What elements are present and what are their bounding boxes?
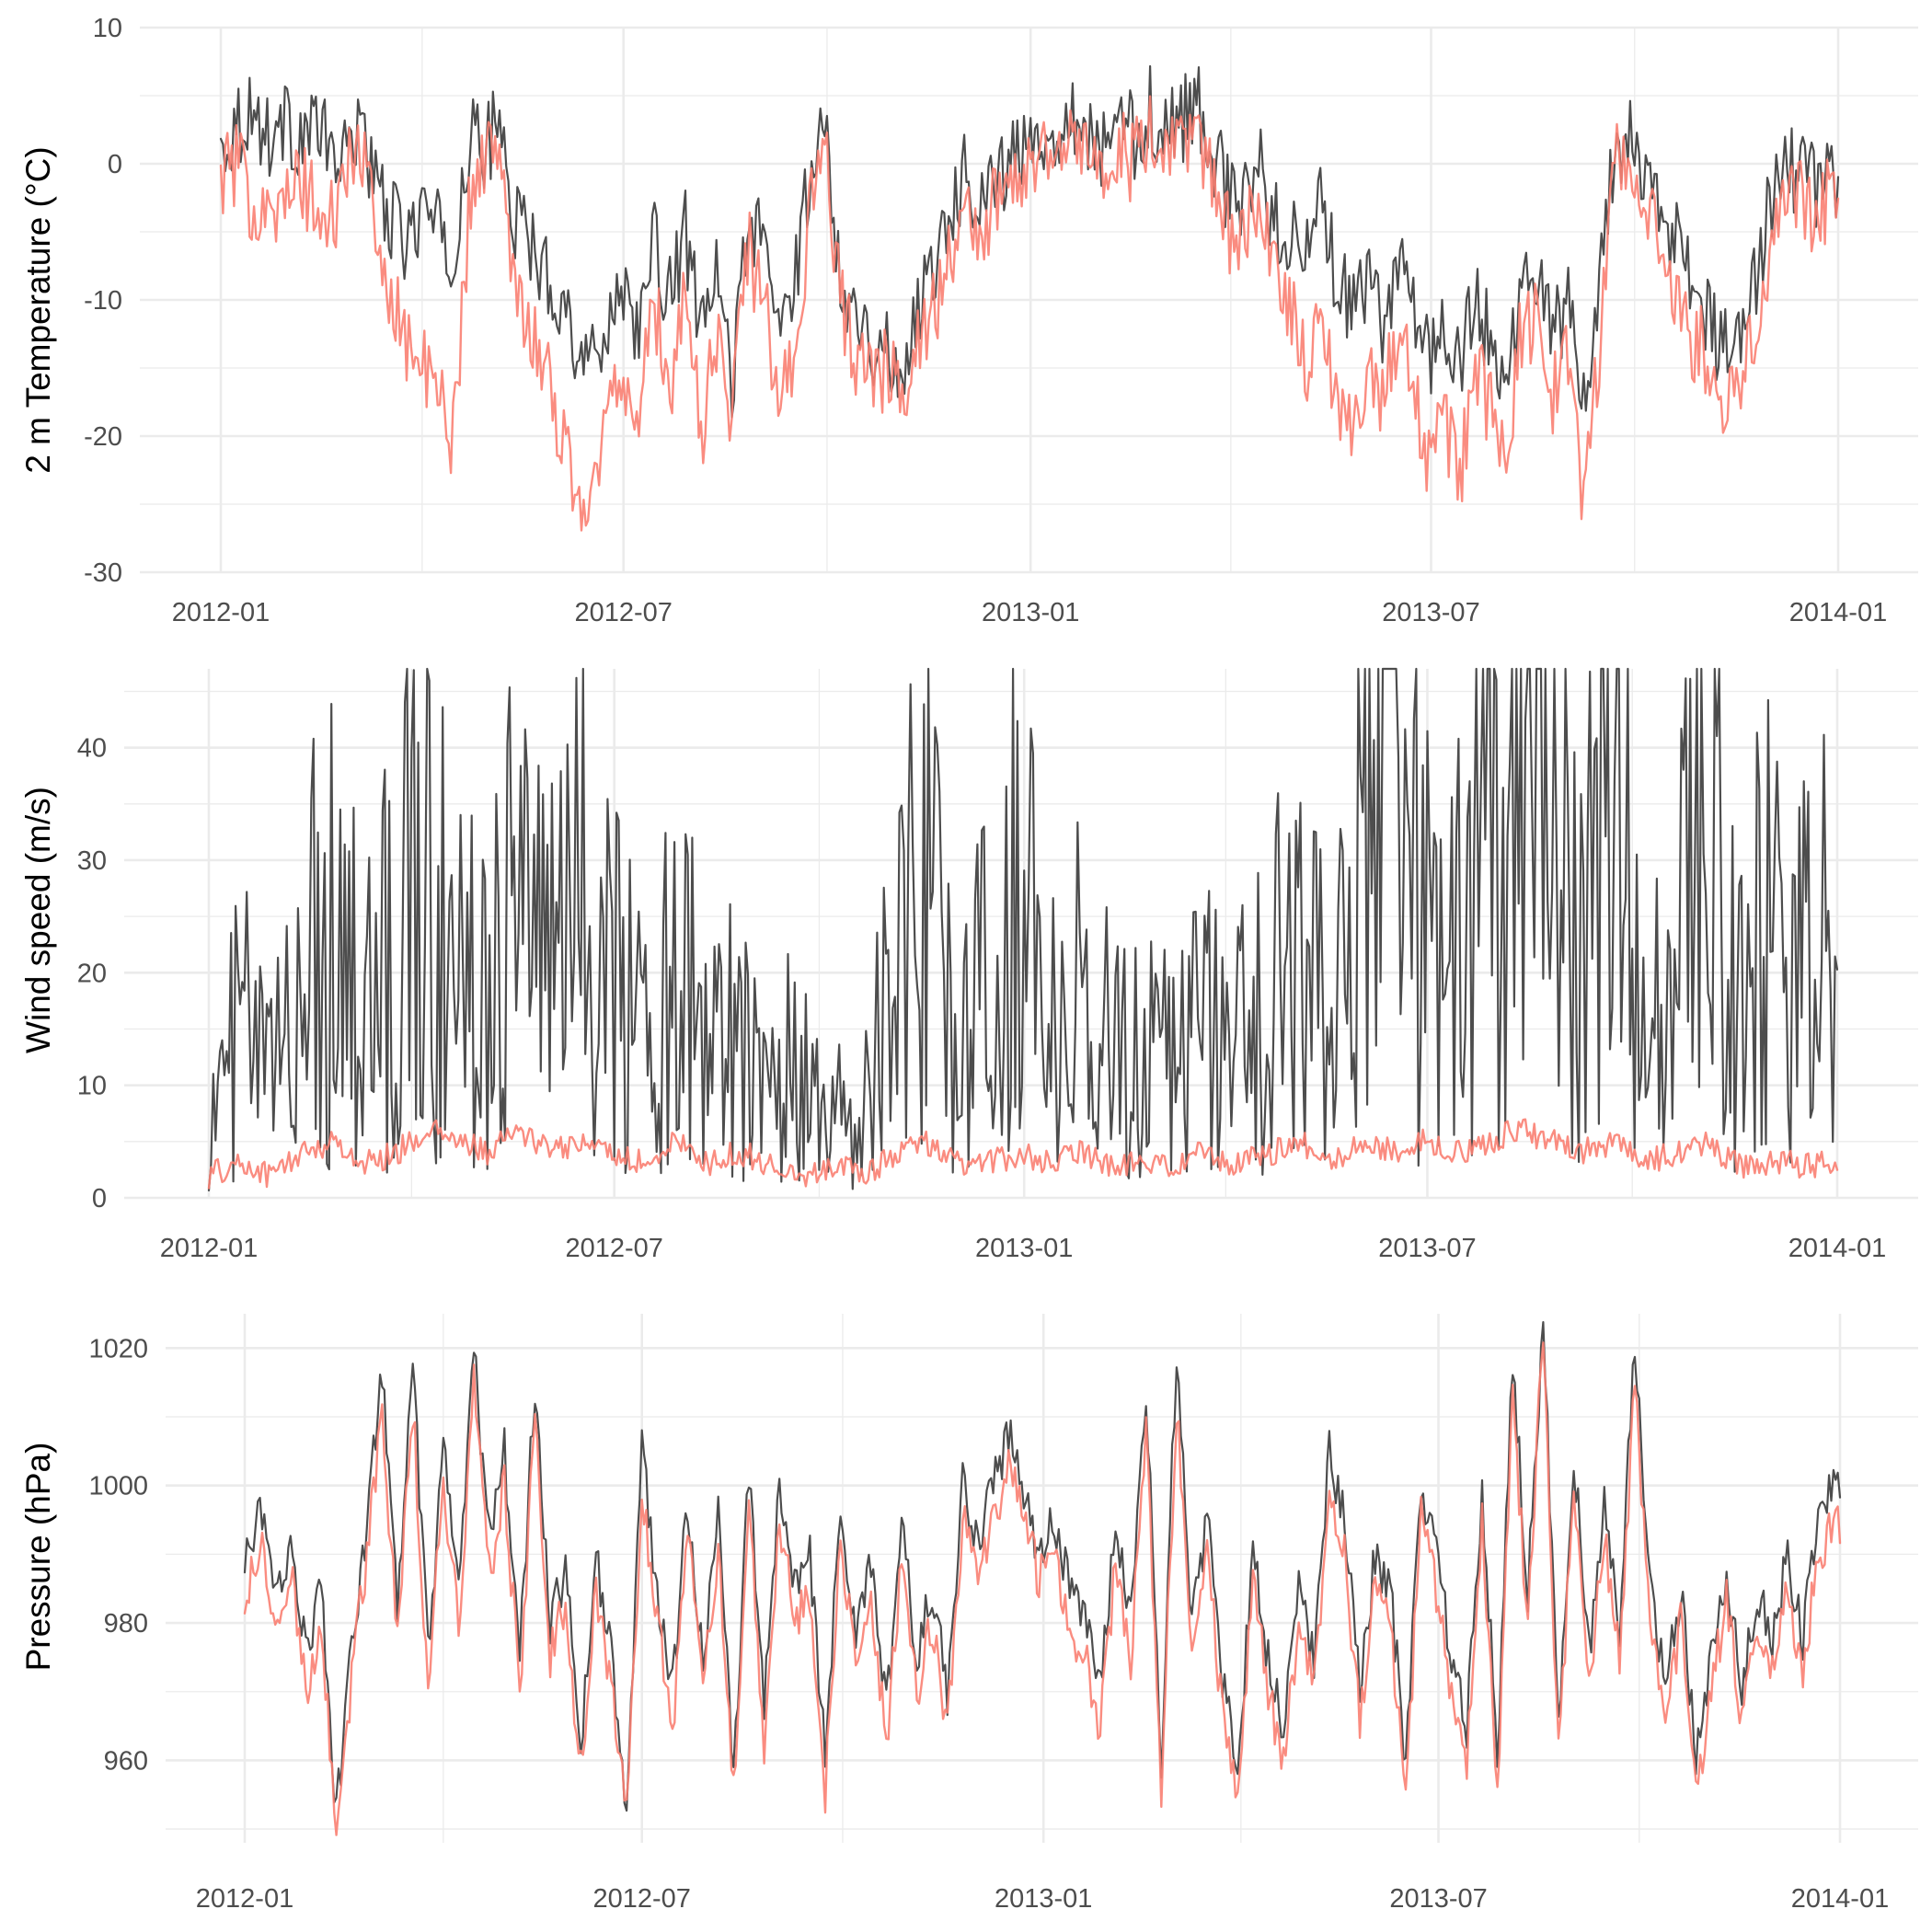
temperature-x-tick-labels: 2012-01 2012-07 2013-01 2013-07 2014-01 xyxy=(172,598,1887,627)
wind-speed-y-tick-label: 40 xyxy=(77,734,107,764)
temperature-x-tick-label: 2014-01 xyxy=(1789,598,1887,627)
temperature-y-axis-title: 2 m Temperature (°C) xyxy=(19,146,57,473)
temperature-panel: -30 -20 -10 0 10 2012-01 2012-07 2013-01 2013-0… xyxy=(19,14,1918,627)
temperature-y-tick-label: 0 xyxy=(108,150,122,179)
pressure-dark-series-line xyxy=(243,1320,1842,1812)
wind-speed-y-axis-title: Wind speed (m/s) xyxy=(19,787,57,1053)
wind-speed-y-tick-label: 20 xyxy=(77,959,107,988)
temperature-y-tick-labels: -30 -20 -10 0 10 xyxy=(84,14,122,588)
pressure-x-tick-label: 2014-01 xyxy=(1791,1884,1889,1914)
pressure-y-tick-label: 1000 xyxy=(88,1472,148,1501)
pressure-x-tick-label: 2012-07 xyxy=(593,1884,691,1914)
pressure-x-tick-labels: 2012-01 2012-07 2013-01 2013-07 2014-01 xyxy=(196,1884,1889,1914)
temperature-series xyxy=(219,64,1840,532)
pressure-panel: 960 980 1000 1020 2012-01 2012-07 2013-01 2013… xyxy=(19,1314,1918,1914)
wind-speed-x-tick-label: 2014-01 xyxy=(1788,1234,1886,1263)
temperature-x-tick-label: 2012-01 xyxy=(172,598,270,627)
temperature-y-tick-label: -10 xyxy=(84,286,122,316)
wind-speed-salmon-series-line xyxy=(207,1118,1839,1190)
temperature-y-tick-label: 10 xyxy=(93,14,122,43)
wind-speed-x-tick-label: 2012-01 xyxy=(160,1234,258,1263)
wind-speed-x-tick-labels: 2012-01 2012-07 2013-01 2013-07 2014-01 xyxy=(160,1234,1886,1263)
pressure-x-tick-label: 2013-07 xyxy=(1389,1884,1487,1914)
pressure-y-tick-label: 1020 xyxy=(88,1334,148,1363)
pressure-x-tick-label: 2012-01 xyxy=(196,1884,293,1914)
pressure-salmon-series-line xyxy=(243,1341,1842,1836)
pressure-y-tick-label: 980 xyxy=(104,1609,148,1639)
pressure-y-tick-label: 960 xyxy=(104,1746,148,1776)
pressure-x-tick-label: 2013-01 xyxy=(995,1884,1092,1914)
pressure-y-tick-labels: 960 980 1000 1020 xyxy=(88,1334,148,1776)
wind-speed-x-tick-label: 2013-07 xyxy=(1378,1234,1476,1263)
wind-speed-dark-series-line xyxy=(207,667,1839,1192)
wind-speed-y-tick-label: 0 xyxy=(92,1184,107,1213)
wind-speed-x-tick-label: 2012-07 xyxy=(565,1234,662,1263)
temperature-x-tick-label: 2013-01 xyxy=(982,598,1079,627)
wind-speed-y-tick-label: 10 xyxy=(77,1072,107,1101)
temperature-y-tick-label: -30 xyxy=(84,558,122,588)
temperature-x-tick-label: 2013-07 xyxy=(1382,598,1479,627)
wind-speed-y-tick-label: 30 xyxy=(77,846,107,876)
temperature-y-tick-label: -20 xyxy=(84,422,122,452)
pressure-y-axis-title: Pressure (hPa) xyxy=(19,1443,57,1672)
pressure-series xyxy=(243,1320,1842,1836)
temperature-dark-series-line xyxy=(219,64,1840,419)
wind-speed-x-tick-label: 2013-01 xyxy=(975,1234,1073,1263)
wind-speed-series xyxy=(207,667,1839,1192)
wind-speed-y-tick-labels: 0 10 20 30 40 xyxy=(77,734,107,1213)
temperature-x-tick-label: 2012-07 xyxy=(574,598,672,627)
temperature-salmon-series-line xyxy=(219,95,1840,532)
